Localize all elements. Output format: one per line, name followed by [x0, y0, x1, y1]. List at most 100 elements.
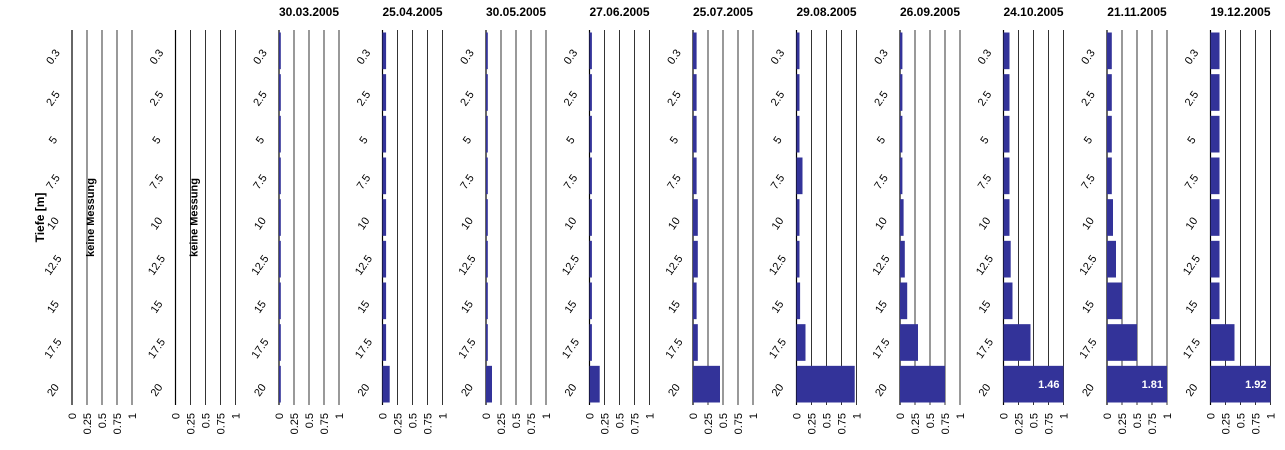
bar: [1211, 116, 1220, 153]
y-tick-label: 10: [873, 215, 890, 232]
x-tick-label: 0: [274, 413, 286, 419]
bar: [797, 283, 801, 320]
bar: [279, 366, 281, 403]
y-tick-label: 20: [770, 382, 787, 399]
y-tick-label: 12.5: [870, 253, 892, 277]
y-tick-label: 7.5: [1183, 172, 1202, 191]
x-tick-label: 0.25: [393, 413, 405, 434]
x-tick-label: 0.75: [630, 413, 642, 434]
y-tick-label: 0.3: [458, 47, 477, 66]
y-tick-label: 0.3: [1079, 47, 1098, 66]
y-tick-label: 20: [149, 382, 166, 399]
y-tick-label: 0.3: [1183, 47, 1202, 66]
x-tick-label: 1: [438, 413, 450, 419]
y-tick-label: 10: [45, 215, 62, 232]
y-tick-label: 15: [563, 299, 580, 316]
data-label: 1.92: [1245, 379, 1266, 391]
y-tick-label: 10: [356, 215, 373, 232]
y-tick-label: 12.5: [456, 253, 478, 277]
x-tick-label: 0.5: [1029, 413, 1041, 428]
bar: [383, 324, 387, 361]
y-tick-label: 20: [1080, 382, 1097, 399]
bar: [900, 33, 902, 70]
y-tick-label: 12.5: [663, 253, 685, 277]
bar: [693, 366, 720, 403]
x-tick-label: 1: [1162, 413, 1174, 419]
y-tick-label: 5: [357, 134, 370, 146]
y-tick-label: 12.5: [974, 253, 996, 277]
x-tick-label: 0.75: [1044, 413, 1056, 434]
y-tick-label: 5: [564, 134, 577, 146]
y-tick-label: 15: [356, 299, 373, 316]
x-tick-label: 1: [748, 413, 760, 419]
y-tick-label: 10: [459, 215, 476, 232]
y-tick-label: 5: [461, 134, 474, 146]
bars: [279, 33, 281, 403]
panel-title: 25.07.2005: [693, 5, 753, 19]
panel-title: 21.11.2005: [1107, 5, 1167, 19]
bars: [797, 33, 855, 403]
bar: [1211, 74, 1220, 111]
y-tick-label: 12.5: [42, 253, 64, 277]
x-tick-label: 1: [955, 413, 967, 419]
x-tick-label: 0.5: [304, 413, 316, 428]
bar: [900, 199, 904, 236]
bar: [383, 366, 390, 403]
x-tick-label: 0.25: [1117, 413, 1129, 434]
y-tick-label: 2.5: [665, 89, 684, 108]
bar: [279, 324, 281, 361]
x-tick-label: 0.75: [319, 413, 331, 434]
x-tick-label: 0.75: [423, 413, 435, 434]
bar: [797, 74, 800, 111]
y-tick-label: 17.5: [560, 337, 582, 361]
y-tick-label: 12.5: [560, 253, 582, 277]
panel-title: 24.10.2005: [1003, 5, 1063, 19]
bar: [383, 158, 387, 195]
x-tick-label: 0.5: [201, 413, 213, 428]
x-tick-label: 0.25: [1221, 413, 1233, 434]
x-tick-label: 1: [541, 413, 553, 419]
panel-title: 30.03.2005: [279, 5, 339, 19]
bar: [693, 283, 697, 320]
bar: [279, 33, 281, 70]
annotation: keine Messung: [189, 178, 201, 257]
y-tick-label: 2.5: [1183, 89, 1202, 108]
x-tick-label: 0.5: [1236, 413, 1248, 428]
y-tick-label: 15: [770, 299, 787, 316]
y-tick-label: 12.5: [146, 253, 168, 277]
bar: [1211, 283, 1220, 320]
y-tick-label: 17.5: [456, 337, 478, 361]
x-tick-label: 0.25: [289, 413, 301, 434]
y-tick-label: 17.5: [974, 337, 996, 361]
bar: [900, 283, 907, 320]
bar: [486, 324, 488, 361]
bars: [1211, 33, 1285, 403]
x-tick-label: 1: [334, 413, 346, 419]
y-tick-label: 2.5: [44, 89, 63, 108]
bar: [590, 33, 592, 70]
y-tick-label: 12.5: [767, 253, 789, 277]
y-tick-label: 7.5: [251, 172, 270, 191]
y-tick-label: 5: [978, 134, 991, 146]
y-tick-label: 20: [1184, 382, 1201, 399]
x-tick-label: 0.75: [733, 413, 745, 434]
y-tick-label: 7.5: [665, 172, 684, 191]
y-tick-label: 10: [149, 215, 166, 232]
y-tick-label: 2.5: [562, 89, 581, 108]
bar: [797, 158, 803, 195]
bar: [1004, 158, 1010, 195]
bar: [486, 116, 488, 153]
data-label: 1.46: [1038, 379, 1059, 391]
x-tick-label: 0: [895, 413, 907, 419]
x-tick-label: 0: [585, 413, 597, 419]
x-tick-label: 0.5: [511, 413, 523, 428]
x-tick-label: 1: [645, 413, 657, 419]
bar: [486, 158, 488, 195]
bar: [1004, 74, 1010, 111]
y-tick-label: 2.5: [458, 89, 477, 108]
y-tick-label: 2.5: [769, 89, 788, 108]
